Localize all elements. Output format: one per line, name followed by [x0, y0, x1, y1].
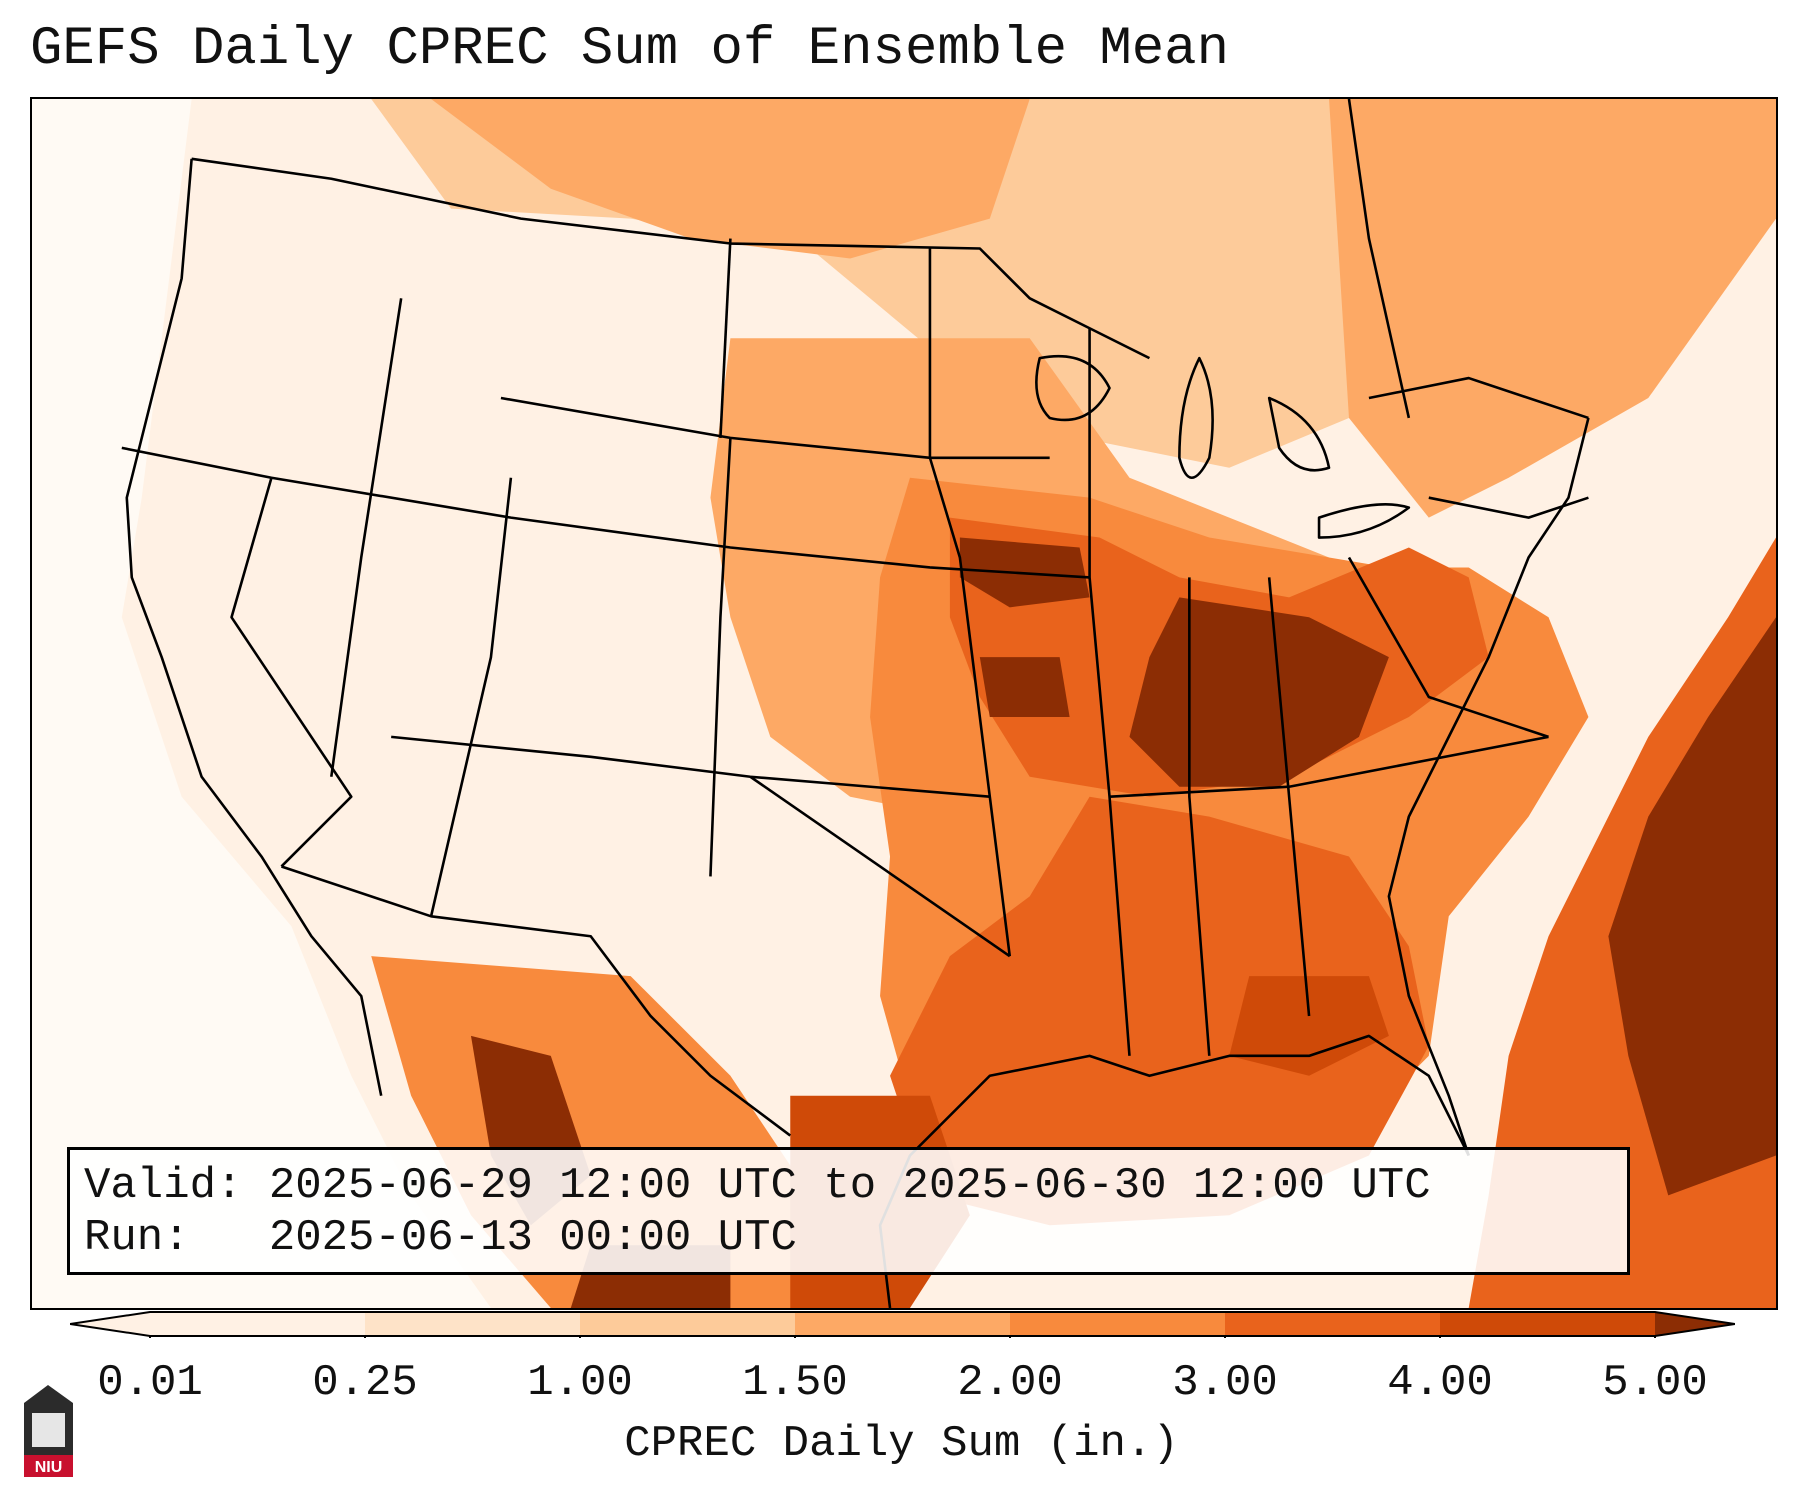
- precip-region-gulf-strong: [1229, 976, 1389, 1076]
- precipitation-map: [30, 97, 1778, 1310]
- pennsylvania-border: [1428, 496, 1589, 519]
- niu-logo-icon: NIU: [24, 1385, 73, 1477]
- colorbar-extend-low: [70, 1312, 150, 1336]
- state-line-37n: [391, 735, 990, 798]
- state-line-45n: [500, 396, 1050, 460]
- map-canvas: [32, 99, 1776, 1308]
- precip-region-atlantic-max: [1608, 617, 1776, 1196]
- colorbar-segments: [70, 1312, 1735, 1336]
- dakotas-border: [719, 238, 732, 438]
- east-coast: [1387, 417, 1590, 1156]
- oklahoma-texas-border: [749, 775, 1011, 958]
- colorbar: [70, 1311, 1735, 1338]
- colorbar-extend-high: [1655, 1312, 1735, 1336]
- colorbar-segment: [580, 1312, 796, 1336]
- colorbar-tick-label: 1.50: [742, 1358, 848, 1408]
- colorbar-label: CPREC Daily Sum (in.): [624, 1419, 1179, 1469]
- mississippi-river-border: [1088, 328, 1131, 1056]
- utah-border: [429, 477, 513, 917]
- state-borders: [121, 99, 1590, 1308]
- lake-erie: [1317, 503, 1411, 539]
- us-mexico-border: [281, 865, 792, 1137]
- state-line-42n: [121, 446, 1090, 579]
- west-coast: [125, 158, 383, 1096]
- colorbar-segment: [1010, 1312, 1226, 1336]
- colorbar-tick-label: 5.00: [1602, 1358, 1708, 1408]
- lake-michigan: [1178, 356, 1214, 479]
- lake-superior: [1035, 354, 1111, 422]
- valid-time-text: Valid: 2025-06-29 12:00 UTC to 2025-06-3…: [84, 1161, 1431, 1211]
- valid-run-info-box: Valid: 2025-06-29 12:00 UTC to 2025-06-3…: [67, 1147, 1630, 1275]
- colorado-border: [709, 437, 732, 877]
- colorbar-segment: [1440, 1312, 1656, 1336]
- virginia-border: [1347, 556, 1549, 739]
- colorbar-segment: [795, 1312, 1011, 1336]
- colorbar-segment: [150, 1312, 366, 1336]
- map-title: GEFS Daily CPREC Sum of Ensemble Mean: [30, 19, 1229, 80]
- colorbar-tick-label: 2.00: [957, 1358, 1063, 1408]
- idaho-border: [330, 298, 403, 777]
- precip-region-northeast-canada: [1329, 99, 1776, 518]
- colorbar-tick-label: 1.00: [527, 1358, 633, 1408]
- canada-province-border: [1347, 99, 1411, 419]
- us-canada-border: [191, 157, 1151, 360]
- colorbar-segment: [1225, 1312, 1441, 1336]
- precip-region-tennessee-max: [1129, 597, 1389, 787]
- pacific-ocean: [32, 99, 491, 1308]
- colorbar-tick-label: 0.01: [97, 1358, 203, 1408]
- precip-region-missouri-max: [979, 657, 1070, 717]
- colorbar-tick-label: 4.00: [1387, 1358, 1493, 1408]
- lake-huron: [1267, 396, 1331, 472]
- colorbar-outline: [70, 1311, 1735, 1337]
- georgia-border: [1267, 577, 1311, 1017]
- nevada-border: [230, 477, 353, 868]
- run-time-text: Run: 2025-06-13 00:00 UTC: [84, 1213, 797, 1263]
- precip-region-gulf: [890, 796, 1429, 1226]
- colorbar-tick-label: 3.00: [1172, 1358, 1278, 1408]
- colorbar-tick-label: 0.25: [312, 1358, 418, 1408]
- logo-text: NIU: [35, 1459, 63, 1476]
- plains-border: [928, 248, 1012, 957]
- alabama-border: [1188, 577, 1211, 1056]
- colorbar-segment: [365, 1312, 581, 1336]
- logo-window: [32, 1413, 65, 1447]
- logo-banner: [24, 1455, 73, 1477]
- precip-region-north-strong: [431, 99, 1030, 259]
